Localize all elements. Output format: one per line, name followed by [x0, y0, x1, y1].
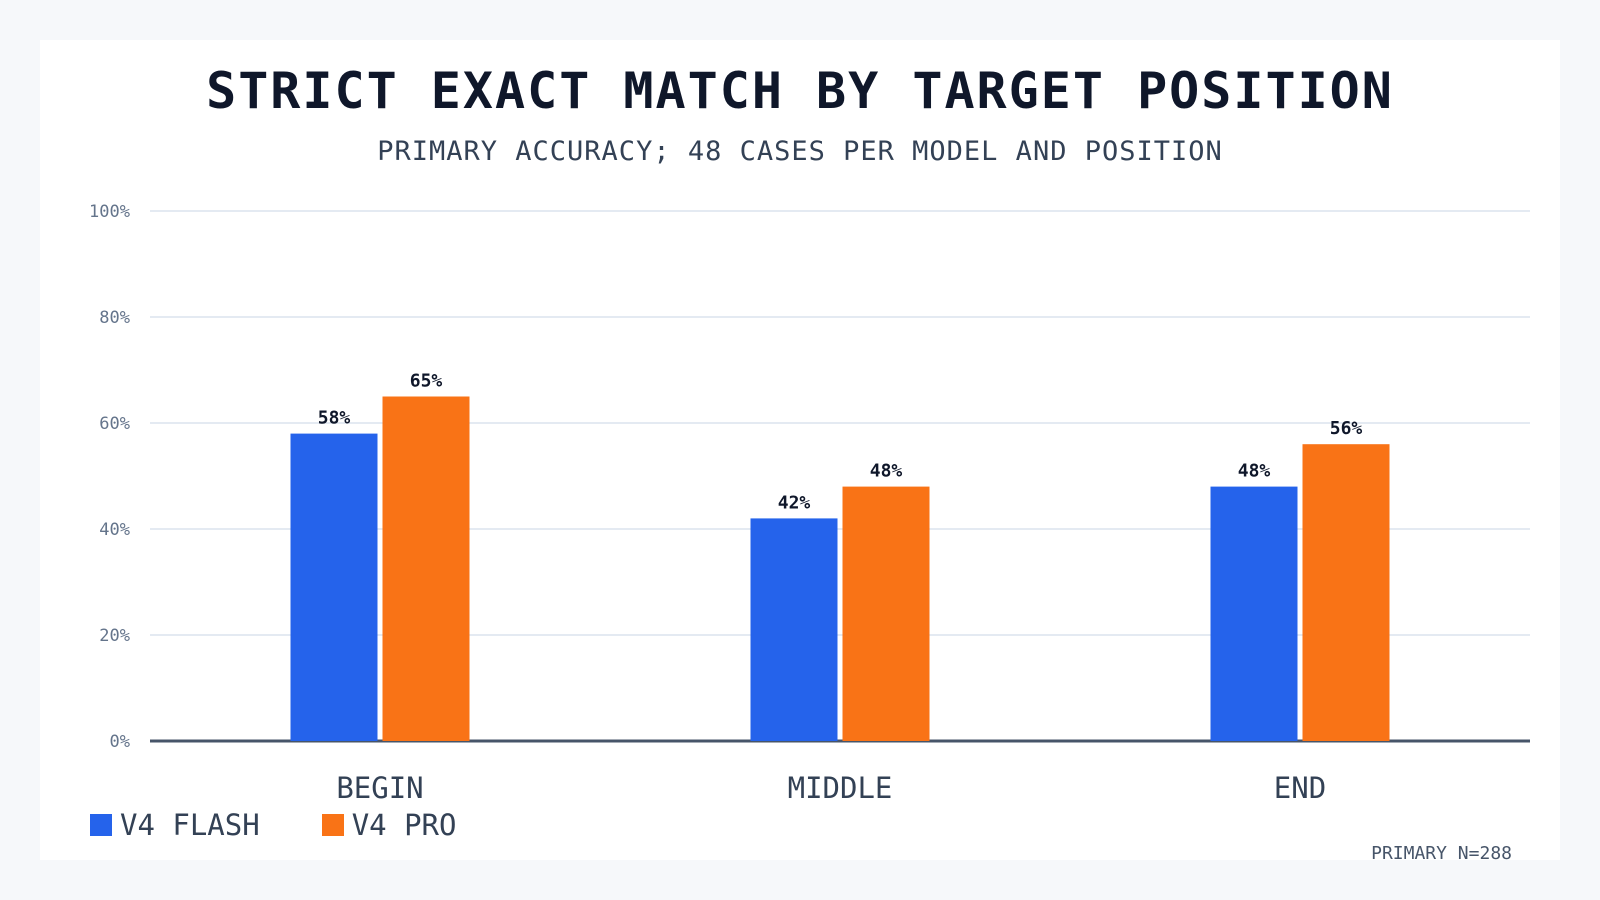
y-tick-label: 40%	[99, 520, 130, 540]
data-label: 42%	[778, 492, 811, 513]
y-tick-label: 20%	[99, 626, 130, 646]
bar	[842, 486, 930, 741]
bar	[290, 433, 378, 741]
bar	[1210, 486, 1298, 741]
data-label: 48%	[1238, 461, 1271, 482]
data-label: 58%	[318, 408, 351, 429]
data-label: 48%	[870, 461, 903, 482]
legend-swatch-v4-pro	[321, 814, 344, 836]
bar	[750, 518, 838, 741]
bar	[1302, 444, 1390, 741]
legend-label-v4-flash: V4 FLASH	[120, 808, 260, 842]
y-tick-label: 100%	[89, 202, 130, 222]
chart-title: STRICT EXACT MATCH BY TARGET POSITION	[206, 62, 1394, 120]
x-tick-label: END	[1274, 771, 1326, 805]
data-label: 65%	[410, 371, 443, 392]
chart-subtitle: PRIMARY ACCURACY; 48 CASES PER MODEL AND…	[377, 136, 1223, 167]
x-tick-label: MIDDLE	[788, 771, 893, 805]
legend-swatch-v4-flash	[90, 814, 112, 836]
data-label: 56%	[1330, 418, 1363, 439]
legend-item-v4-flash: V4 FLASH	[90, 808, 260, 842]
chart-footnote: PRIMARY N=288	[1371, 843, 1512, 864]
y-tick-label: 80%	[99, 308, 130, 328]
bar	[382, 396, 470, 741]
x-tick-label: BEGIN	[336, 771, 423, 805]
chart-legend: V4 FLASH V4 PRO	[90, 808, 518, 842]
legend-label-v4-pro: V4 PRO	[351, 808, 457, 842]
y-tick-label: 60%	[99, 414, 130, 434]
y-tick-label: 0%	[110, 732, 130, 752]
legend-item-v4-pro: V4 PRO	[321, 808, 457, 842]
